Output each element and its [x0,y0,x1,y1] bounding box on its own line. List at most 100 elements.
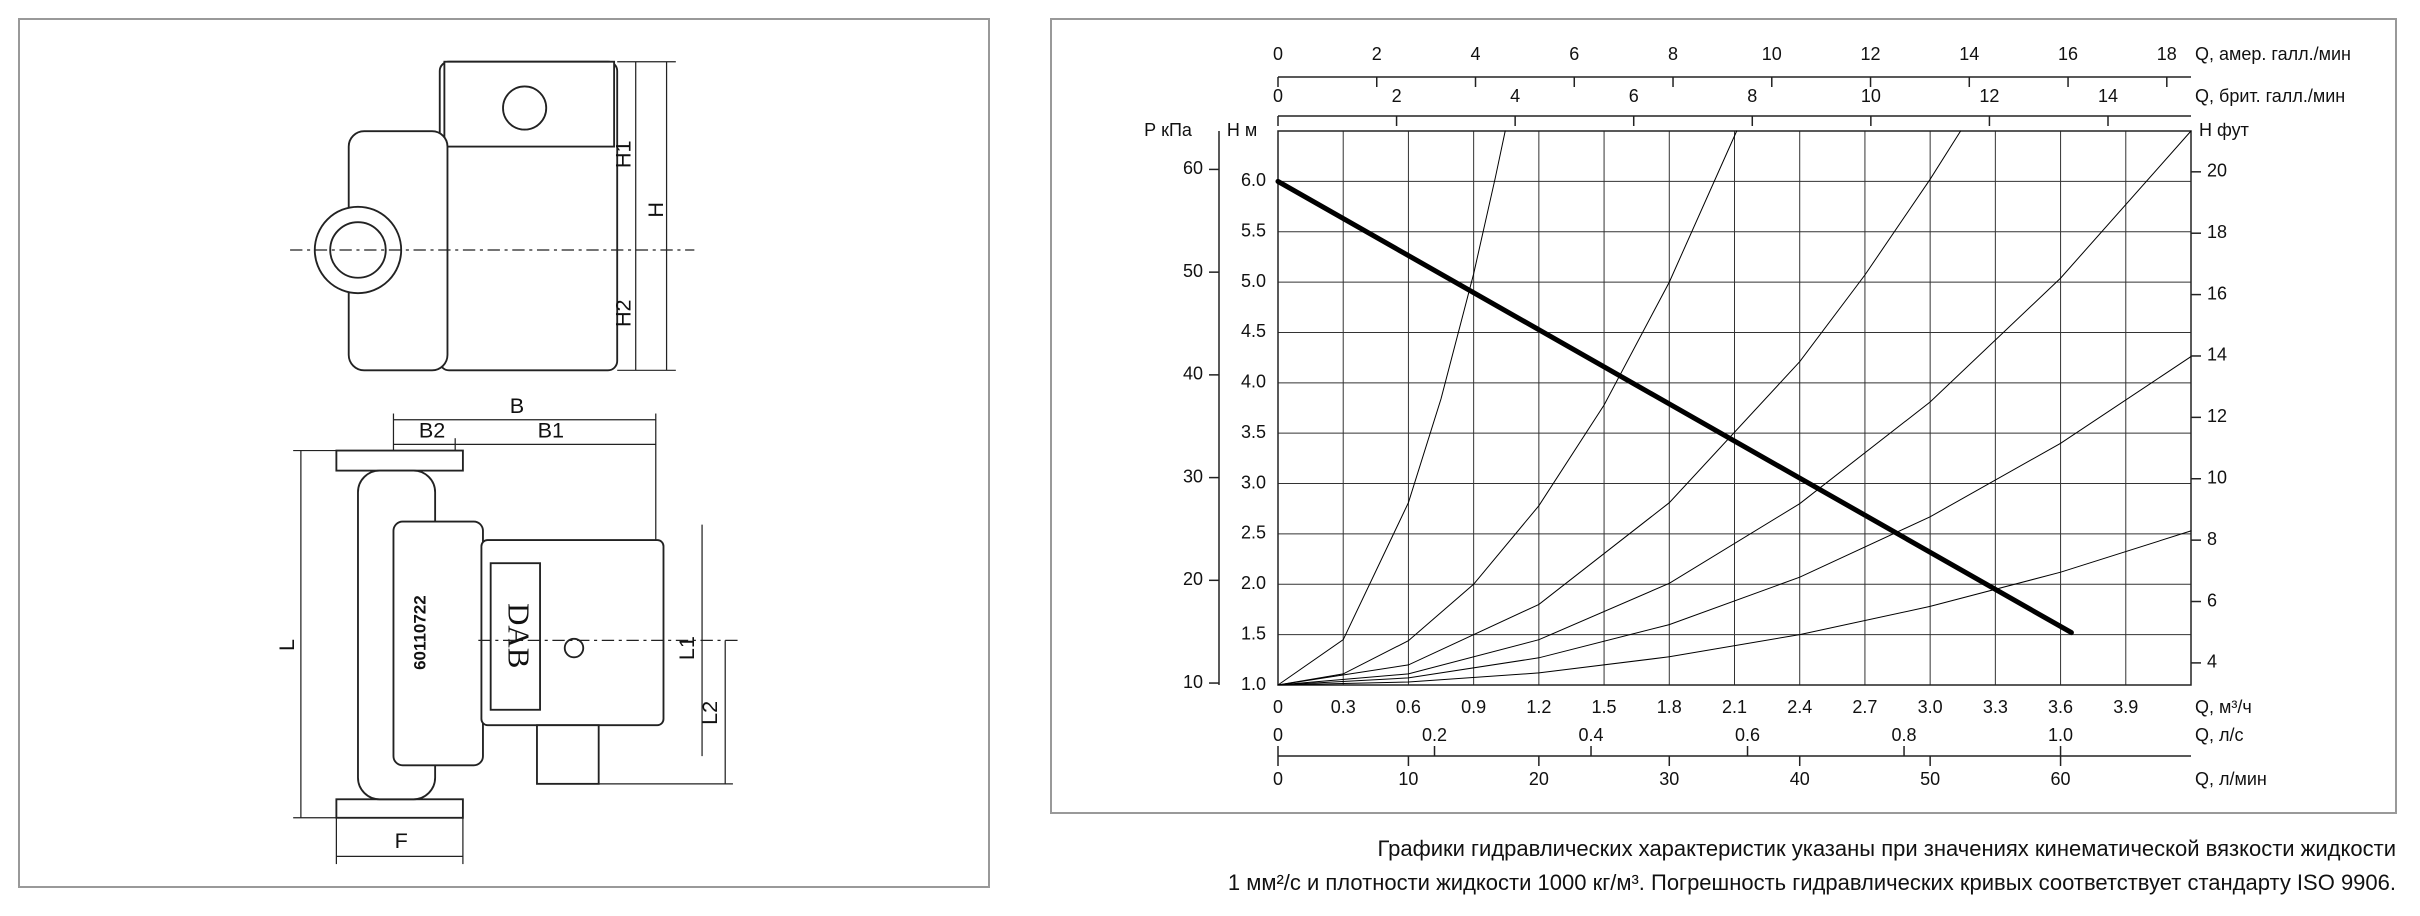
y-tick-label: 3.5 [1241,422,1266,442]
curve [1277,356,2192,686]
tick-label: 60 [1183,158,1203,178]
y-tick-label: 2.0 [1241,573,1266,593]
tick-label: 16 [2207,283,2227,303]
tick-label: 0.8 [1892,725,1917,745]
tick-label: 0 [1273,44,1283,64]
tick-label: 12 [1861,44,1881,64]
serial: 60110722 [411,595,430,670]
tick-label: 8 [2207,529,2217,549]
x-tick-label: 2.7 [1852,697,1877,717]
dim-label: B [510,393,524,418]
curve [1277,130,1962,686]
y-tick-label: 1.5 [1241,623,1266,643]
x-tick-label: 3.9 [2113,697,2138,717]
tick-label: 10 [2207,467,2227,487]
tick-label: 1.0 [2048,725,2073,745]
tick-label: 0.6 [1735,725,1760,745]
tick-label: 40 [1790,769,1810,789]
tick-label: 6 [1629,86,1639,106]
curve [1277,130,1506,686]
y-tick-label: 4.0 [1241,372,1266,392]
tick-label: 50 [1183,261,1203,281]
tick-label: 12 [2207,406,2227,426]
axis-label: Q, брит. галл./мин [2195,86,2345,106]
tick-label: 10 [1398,769,1418,789]
tick-label: 6 [2207,590,2217,610]
tick-label: 10 [1762,44,1782,64]
label-plate [489,562,541,711]
dim-label: H [643,202,668,218]
nut [536,724,600,785]
tick-label: 18 [2207,222,2227,242]
axis-label: Н фут [2199,120,2249,140]
tick-label: 0 [1273,725,1283,745]
tick-label: 0.2 [1422,725,1447,745]
tick-label: 30 [1183,466,1203,486]
tick-label: 20 [2207,161,2227,181]
tick-label: 10 [1183,672,1203,692]
y-tick-label: 3.0 [1241,472,1266,492]
dim-label: L [274,639,299,651]
y-axis-label: Н м [1227,120,1257,140]
x-tick-label: 0.6 [1396,697,1421,717]
pump-head [392,520,484,767]
x-tick-label: 3.3 [1983,697,2008,717]
tick-label: 0.4 [1579,725,1604,745]
tick-label: 50 [1920,769,1940,789]
x-tick-label: 2.4 [1787,697,1812,717]
x-tick-label: 0.3 [1331,697,1356,717]
pump-drawing: H1 H H2 B B2 B1 DAB 60110722 L L1 L2 [274,60,741,865]
curve [1277,130,2192,686]
x-tick-label: 3.0 [1918,697,1943,717]
y-tick-label: 1.0 [1241,674,1266,694]
dim-label: L1 [674,636,699,660]
axis-label: Q, л/мин [2195,769,2267,789]
dim-label: B1 [538,418,564,443]
curve [1277,130,1738,686]
axis-label: Q, амер. галл./мин [2195,44,2351,64]
tick-label: 8 [1747,86,1757,106]
tick-label: 2 [1372,44,1382,64]
tick-label: 10 [1861,86,1881,106]
tick-label: 18 [2157,44,2177,64]
tick-label: 60 [2051,769,2071,789]
caption: Графики гидравлических характеристик ука… [1377,836,2396,861]
tick-label: 20 [1529,769,1549,789]
caption: 1 мм²/с и плотности жидкости 1000 кг/м³.… [1228,870,2396,895]
x-tick-label: 0.9 [1461,697,1486,717]
tick-label: 0 [1273,86,1283,106]
curve [1275,178,2074,636]
x-tick-label: 3.6 [2048,697,2073,717]
flange [335,449,464,472]
x-tick-label: 0 [1273,697,1283,717]
x-axis-label: Q, м³/ч [2195,697,2252,717]
tick-label: 6 [1569,44,1579,64]
axis-label: Р кПа [1144,120,1193,140]
drawing-frame [18,18,990,888]
dim-label: H2 [611,299,636,327]
tick-label: 12 [1979,86,1999,106]
tick-label: 4 [2207,652,2217,672]
tick-label: 4 [1510,86,1520,106]
x-tick-label: 1.8 [1657,697,1682,717]
y-tick-label: 4.5 [1241,321,1266,341]
dim-label: B2 [419,418,445,443]
y-tick-label: 5.5 [1241,220,1266,240]
tick-label: 30 [1659,769,1679,789]
y-tick-label: 2.5 [1241,523,1266,543]
flange [335,798,464,819]
tick-label: 2 [1392,86,1402,106]
tick-label: 4 [1471,44,1481,64]
brand: DAB [501,603,535,668]
chart-frame [1050,18,2397,814]
dim-label: L2 [697,701,722,725]
x-tick-label: 1.5 [1592,697,1617,717]
x-tick-label: 2.1 [1722,697,1747,717]
tick-label: 14 [2098,86,2118,106]
tick-label: 14 [1959,44,1979,64]
curve [1277,530,2192,686]
dim-label: F [395,828,408,853]
tick-label: 16 [2058,44,2078,64]
y-tick-label: 6.0 [1241,170,1266,190]
